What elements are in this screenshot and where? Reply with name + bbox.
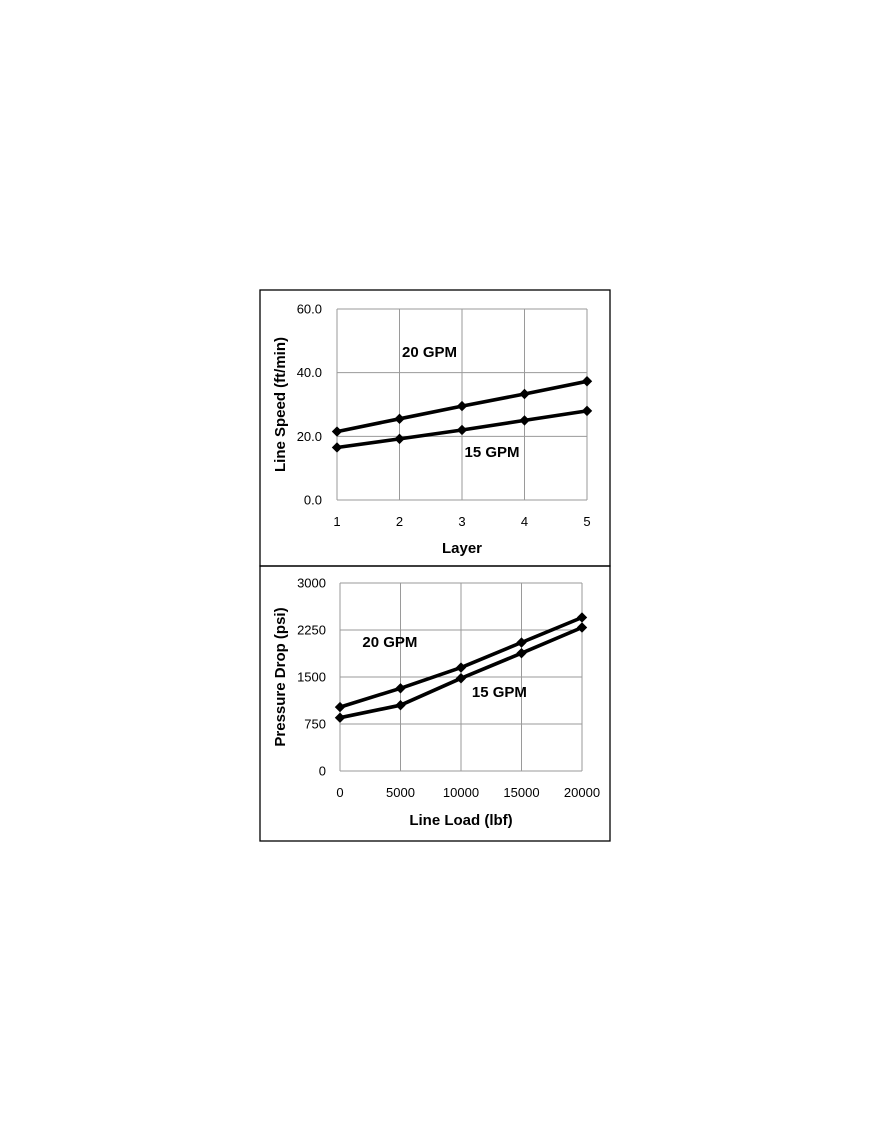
y-axis-label: Pressure Drop (psi) [272, 607, 289, 746]
data-point-marker [394, 413, 405, 425]
x-tick-label: 20000 [564, 785, 600, 800]
series-annotation: 20 GPM [362, 634, 417, 651]
data-point-marker [456, 424, 468, 436]
data-point-marker [519, 388, 530, 400]
data-point-marker [516, 647, 527, 659]
data-point-marker [455, 662, 467, 673]
y-tick-label: 60.0 [297, 302, 322, 317]
y-tick-label: 0.0 [304, 493, 322, 508]
data-point-marker [581, 405, 593, 417]
data-point-marker [455, 673, 467, 684]
line-speed-chart: 1 2 3 4 5 0.0 20.0 40.0 60.0 20 GPM 15 GPM Layer Lin… [259, 289, 611, 567]
y-tick-label: 2250 [297, 623, 326, 638]
data-point-marker [331, 426, 343, 437]
data-point-marker [331, 442, 343, 453]
y-tick-label: 3000 [297, 576, 326, 591]
series-annotation: 15 GPM [465, 444, 520, 461]
x-tick-label: 1 [333, 514, 340, 529]
data-point-marker [576, 612, 588, 623]
y-tick-label: 20.0 [297, 429, 322, 444]
series-annotation: 15 GPM [472, 684, 527, 701]
x-tick-label: 5 [583, 514, 590, 529]
x-tick-label: 10000 [443, 785, 479, 800]
x-tick-label: 5000 [386, 785, 415, 800]
x-tick-label: 0 [336, 785, 343, 800]
y-tick-label: 750 [304, 717, 326, 732]
data-point-marker [456, 400, 468, 412]
data-point-marker [519, 415, 530, 426]
data-point-marker [516, 637, 527, 648]
x-axis-label: Layer [442, 540, 482, 557]
y-tick-label: 1500 [297, 670, 326, 685]
y-axis-label: Line Speed (ft/min) [272, 337, 289, 472]
data-point-marker [395, 700, 406, 711]
data-point-marker [581, 376, 593, 387]
series-annotation: 20 GPM [402, 344, 457, 361]
data-point-marker [334, 701, 346, 713]
y-tick-label: 0 [319, 764, 326, 779]
x-axis-label: Line Load (lbf) [409, 812, 512, 829]
x-tick-label: 2 [396, 514, 403, 529]
x-tick-label: 3 [458, 514, 465, 529]
data-point-marker [576, 622, 588, 633]
y-tick-label: 40.0 [297, 365, 322, 380]
x-tick-label: 4 [521, 514, 528, 529]
data-point-marker [334, 712, 346, 723]
x-tick-label: 15000 [503, 785, 539, 800]
data-point-marker [395, 683, 406, 694]
data-point-marker [394, 433, 405, 445]
chart-frame [259, 565, 611, 842]
pressure-drop-chart: 0 5000 10000 15000 20000 0 750 1500 2250 3000 20 G… [259, 565, 611, 842]
